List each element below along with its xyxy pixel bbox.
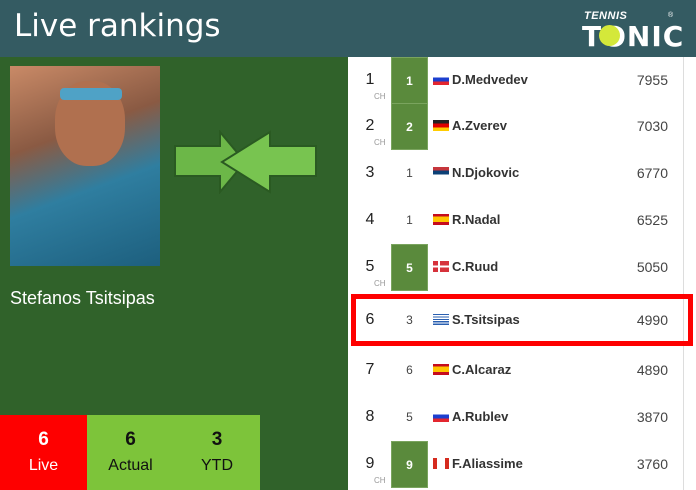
points: 5050: [636, 259, 668, 275]
career-high-label: CH: [374, 138, 386, 147]
canada-flag-icon: [433, 458, 449, 469]
rank: 2: [365, 117, 375, 134]
tennis-ball-icon: [599, 25, 620, 46]
player-name: Stefanos Tsitsipas: [10, 288, 155, 308]
ranking-row[interactable]: 7 6 C.Alcaraz 4890: [348, 347, 684, 394]
ranking-row[interactable]: 6 3 S.Tsitsipas 4990: [348, 297, 684, 344]
player-link[interactable]: A.Zverev: [452, 118, 507, 133]
swap-arrows-icon: [174, 130, 317, 194]
points: 6770: [636, 165, 668, 181]
player-link[interactable]: C.Ruud: [452, 259, 499, 274]
previous-rank: 5: [391, 244, 428, 291]
rank: 4: [365, 211, 375, 228]
previous-rank: 1: [406, 213, 413, 227]
ranking-row[interactable]: 1 CH 1 D.Medvedev 7955: [348, 57, 684, 104]
russia-flag-icon: [433, 74, 449, 85]
points: 7955: [636, 72, 668, 88]
previous-rank: 6: [406, 363, 413, 377]
greece-flag-icon: [433, 314, 449, 325]
rankings-list: 1 CH 1 D.Medvedev 7955 2 CH 2 A.Zverev 70…: [348, 57, 684, 490]
ranking-row[interactable]: 5 CH 5 C.Ruud 5050: [348, 244, 684, 291]
player-link[interactable]: N.Djokovic: [452, 165, 520, 180]
career-high-label: CH: [374, 476, 386, 485]
points: 7030: [636, 118, 668, 134]
rank: 7: [365, 361, 375, 378]
ranking-row[interactable]: 3 1 N.Djokovic 6770: [348, 150, 684, 197]
player-link[interactable]: S.Tsitsipas: [452, 312, 520, 327]
player-link[interactable]: F.Aliassime: [452, 456, 523, 471]
stat-ytd: 3 YTD: [174, 415, 260, 490]
previous-rank: 9: [391, 441, 428, 488]
player-link[interactable]: D.Medvedev: [452, 72, 528, 87]
spain-flag-icon: [433, 364, 449, 375]
page-title: Live rankings: [14, 8, 221, 44]
player-link[interactable]: A.Rublev: [452, 409, 509, 424]
player-photo: [10, 66, 160, 266]
points: 4990: [636, 312, 668, 328]
rank: 3: [365, 164, 375, 181]
points: 3760: [636, 456, 668, 472]
rank: 9: [365, 455, 375, 472]
player-link[interactable]: C.Alcaraz: [452, 362, 512, 377]
logo-top-text: TENNIS: [584, 10, 628, 22]
tennis-tonic-logo[interactable]: TENNIS TONIC ®: [580, 10, 683, 53]
points: 3870: [636, 409, 668, 425]
ranking-row[interactable]: 2 CH 2 A.Zverev 7030: [348, 103, 684, 150]
points: 6525: [636, 212, 668, 228]
rank: 8: [365, 408, 375, 425]
serbia-flag-icon: [433, 167, 449, 178]
registered-icon: ®: [668, 12, 674, 19]
rank: 5: [365, 258, 375, 275]
header: Live rankings TENNIS TONIC ®: [0, 0, 696, 57]
stat-live: 6 Live: [0, 415, 87, 490]
spain-flag-icon: [433, 214, 449, 225]
previous-rank: 1: [406, 166, 413, 180]
points: 4890: [636, 362, 668, 378]
norway-flag-icon: [433, 261, 449, 272]
russia-flag-icon: [433, 411, 449, 422]
player-panel: Stefanos Tsitsipas 6 Live 6 Actual 3 YTD: [0, 57, 348, 490]
selected-player-highlight: [351, 294, 693, 346]
germany-flag-icon: [433, 120, 449, 131]
career-high-label: CH: [374, 279, 386, 288]
ranking-row[interactable]: 9 CH 9 F.Aliassime 3760: [348, 441, 684, 488]
previous-rank: 1: [391, 57, 428, 104]
player-link[interactable]: R.Nadal: [452, 212, 501, 227]
stat-actual: 6 Actual: [87, 415, 174, 490]
previous-rank: 2: [391, 103, 428, 150]
logo-bottom-text: TONIC: [582, 20, 685, 53]
ranking-row[interactable]: 4 1 R.Nadal 6525: [348, 197, 684, 244]
rank: 6: [365, 311, 375, 328]
rank: 1: [365, 71, 375, 88]
ranking-row[interactable]: 8 5 A.Rublev 3870: [348, 394, 684, 441]
previous-rank: 3: [406, 313, 413, 327]
previous-rank: 5: [406, 410, 413, 424]
career-high-label: CH: [374, 92, 386, 101]
